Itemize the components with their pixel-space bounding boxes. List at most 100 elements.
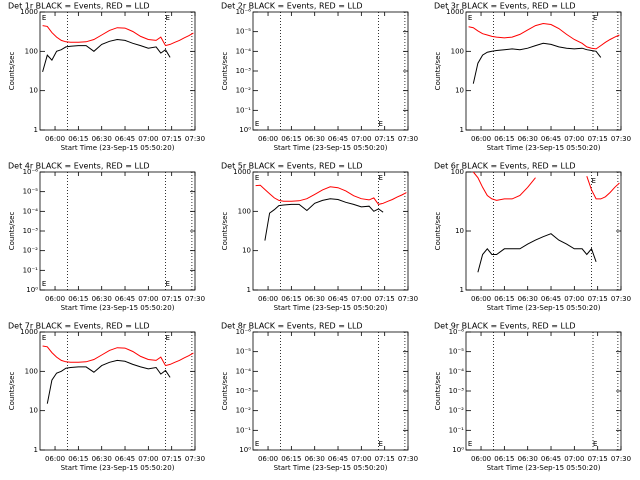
x-tick-label: 06:30 xyxy=(305,455,325,463)
y-tick-label: 100 xyxy=(451,47,464,55)
y-tick-label: 1000 xyxy=(446,8,464,16)
plot-frame xyxy=(252,171,409,291)
x-tick-label: 07:00 xyxy=(564,455,584,463)
y-tick-label: 10⁻³ xyxy=(449,387,465,395)
y-tick-label: 10⁻³ xyxy=(236,387,252,395)
x-tick-label: 07:15 xyxy=(375,295,395,303)
y-axis-label: Counts/sec xyxy=(434,372,442,411)
x-axis-label: Start Time (23-Sep-15 05:50:20) xyxy=(487,144,601,152)
data-line xyxy=(472,171,620,201)
y-tick-label: 10⁻⁵ xyxy=(449,348,465,356)
y-tick-label: 10⁻⁵ xyxy=(236,348,252,356)
x-tick-label: 06:45 xyxy=(328,295,348,303)
data-line xyxy=(42,345,194,367)
y-tick-label: 10⁻⁵ xyxy=(23,188,39,196)
x-tick-label: 07:00 xyxy=(351,455,371,463)
x-tick-label: 07:30 xyxy=(185,455,205,463)
x-tick-label: 06:30 xyxy=(92,455,112,463)
x-tick-label: 07:30 xyxy=(398,455,418,463)
y-axis-label: Counts/sec xyxy=(221,52,229,91)
chart-title: Det 4r BLACK = Events, RED = LLD xyxy=(8,162,150,171)
annotation: E xyxy=(255,120,259,128)
x-axis-label: Start Time (23-Sep-15 05:50:20) xyxy=(61,464,175,472)
y-tick-label: 1 xyxy=(34,126,38,134)
chart-title: Det 9r BLACK = Events, RED = LLD xyxy=(434,322,576,331)
x-axis-label: Start Time (23-Sep-15 05:50:20) xyxy=(274,144,388,152)
x-tick-label: 07:00 xyxy=(138,455,158,463)
x-tick-label: 06:45 xyxy=(328,135,348,143)
x-tick-label: 07:00 xyxy=(138,295,158,303)
x-tick-label: 06:15 xyxy=(281,135,301,143)
y-tick-label: 10 xyxy=(29,407,38,415)
x-tick-label: 06:15 xyxy=(281,295,301,303)
x-tick-label: 06:00 xyxy=(471,455,491,463)
x-tick-label: 06:45 xyxy=(541,135,561,143)
y-tick-label: 10⁻⁵ xyxy=(236,28,252,36)
x-tick-label: 07:15 xyxy=(588,455,608,463)
y-axis-label: Counts/sec xyxy=(434,52,442,91)
annotation: E xyxy=(165,280,169,288)
x-tick-label: 06:00 xyxy=(45,135,65,143)
annotation: E xyxy=(591,177,595,185)
y-tick-label: 1 xyxy=(460,126,464,134)
x-tick-label: 07:00 xyxy=(138,135,158,143)
annotation: E xyxy=(378,120,382,128)
y-tick-label: 10⁰ xyxy=(26,286,38,294)
x-tick-label: 06:15 xyxy=(494,135,514,143)
y-axis-label: Counts/sec xyxy=(221,372,229,411)
x-axis-label: Start Time (23-Sep-15 05:50:20) xyxy=(487,464,601,472)
y-tick-label: 10⁻² xyxy=(236,407,252,415)
x-tick-label: 07:15 xyxy=(375,135,395,143)
x-tick-label: 06:45 xyxy=(115,455,135,463)
x-tick-label: 06:30 xyxy=(518,135,538,143)
data-line xyxy=(42,38,171,73)
x-tick-label: 06:45 xyxy=(541,455,561,463)
annotation: E xyxy=(378,440,382,448)
y-tick-label: 10⁰ xyxy=(239,126,251,134)
x-tick-label: 06:45 xyxy=(115,135,135,143)
chart-title: Det 6r BLACK = Events, RED = LLD xyxy=(434,162,576,171)
x-tick-label: 07:15 xyxy=(588,295,608,303)
y-tick-label: 10⁻⁶ xyxy=(449,328,465,336)
y-tick-label: 10⁻¹ xyxy=(236,106,252,114)
x-tick-label: 06:00 xyxy=(471,135,491,143)
annotation: E xyxy=(593,440,597,448)
y-tick-label: 10⁻⁴ xyxy=(236,47,252,55)
data-line xyxy=(468,22,620,50)
y-tick-label: 10⁰ xyxy=(452,446,464,454)
y-tick-label: 10⁰ xyxy=(239,446,251,454)
annotation: E xyxy=(255,174,259,182)
y-axis-label: Counts/sec xyxy=(221,212,229,251)
annotation: E xyxy=(593,14,597,22)
x-tick-label: 06:00 xyxy=(258,135,278,143)
x-tick-label: 06:15 xyxy=(494,455,514,463)
y-axis-label: Counts/sec xyxy=(8,372,16,411)
y-tick-label: 1 xyxy=(34,446,38,454)
x-tick-label: 07:15 xyxy=(588,135,608,143)
y-tick-label: 10⁻² xyxy=(23,247,39,255)
annotation: E xyxy=(165,14,169,22)
y-tick-label: 10⁻¹ xyxy=(449,426,465,434)
plot-frame xyxy=(465,11,622,131)
annotation: E xyxy=(468,14,472,22)
x-tick-label: 06:15 xyxy=(68,455,88,463)
x-tick-label: 07:00 xyxy=(564,295,584,303)
x-tick-label: 07:30 xyxy=(611,135,631,143)
x-tick-label: 06:30 xyxy=(92,295,112,303)
x-tick-label: 07:15 xyxy=(162,295,182,303)
x-tick-label: 07:30 xyxy=(398,135,418,143)
x-tick-label: 06:00 xyxy=(258,295,278,303)
x-axis-label: Start Time (23-Sep-15 05:50:20) xyxy=(487,304,601,312)
x-tick-label: 07:15 xyxy=(162,455,182,463)
y-tick-label: 100 xyxy=(25,367,38,375)
y-tick-label: 10⁻⁶ xyxy=(23,168,39,176)
x-tick-label: 06:30 xyxy=(92,135,112,143)
y-tick-label: 10 xyxy=(242,247,251,255)
annotation: E xyxy=(42,280,46,288)
y-tick-label: 10⁻⁶ xyxy=(236,8,252,16)
annotation: E xyxy=(378,174,382,182)
y-tick-label: 1000 xyxy=(20,328,38,336)
annotation: E xyxy=(42,334,46,342)
annotation: E xyxy=(468,440,472,448)
